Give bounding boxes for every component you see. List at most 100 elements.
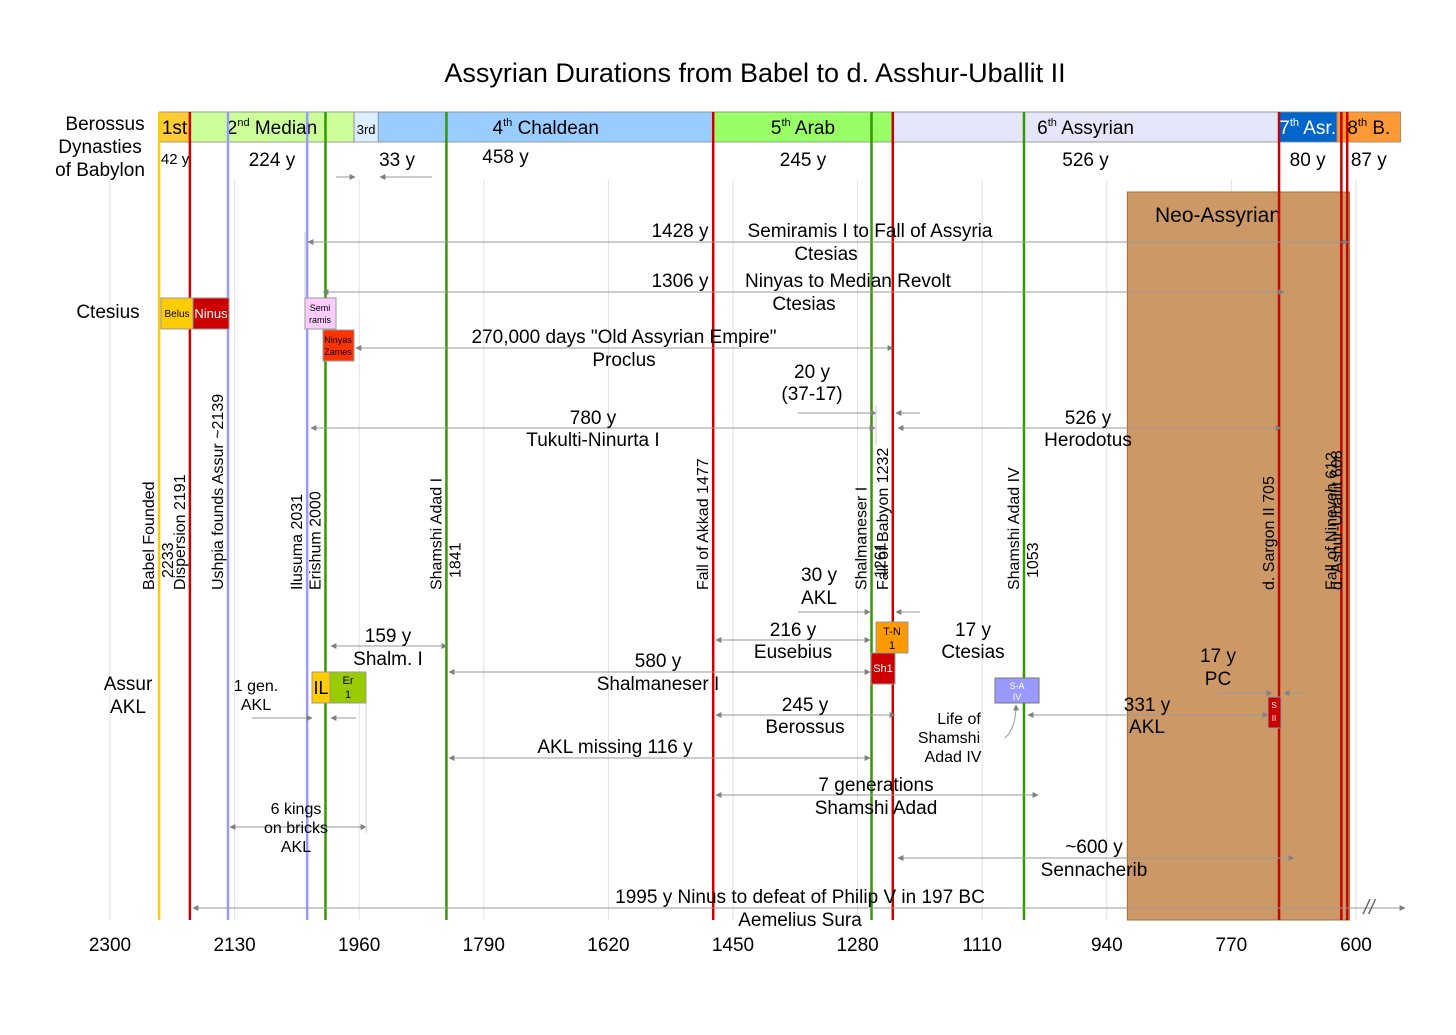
event-year-label: 2233: [160, 542, 177, 578]
box-ninyas-line2: Zames: [324, 347, 352, 357]
tick-label: 2130: [213, 935, 255, 956]
event-line-group: d. Sargon II 705: [1261, 112, 1281, 920]
event-line-group: Fall of Nineveh 612: [1323, 112, 1343, 920]
box-s2: [1267, 696, 1282, 729]
dynasty-label: 1st: [162, 118, 188, 139]
tick-label: 1790: [463, 935, 505, 956]
semiramis-source: Ctesias: [794, 244, 857, 265]
tick-label: 600: [1340, 935, 1372, 956]
box-belus: [160, 297, 194, 330]
ninyas-desc: Ninyas to Median Revolt: [745, 271, 952, 292]
herodotus-source: Herodotus: [1044, 430, 1132, 451]
event-label: Ilusuma 2031: [289, 494, 306, 590]
small-annotation-texts: 1 gen. AKL Life of Shamshi Adad IV 6 kin…: [234, 678, 982, 856]
semiramis-desc: Semiramis I to Fall of Assyria: [748, 221, 993, 242]
life-line1: Life of: [937, 711, 981, 728]
arrow-life: [1004, 704, 1019, 739]
eusebius-years: 216 y: [770, 620, 817, 641]
gen-source: AKL: [241, 697, 271, 714]
shalm159-source: Shalm. I: [353, 649, 423, 670]
tick-label: 1280: [836, 935, 878, 956]
dynasty-5: 5th Arab 245 y: [712, 111, 894, 171]
box-semiramis-line1: Semi: [310, 303, 331, 313]
philip-source: Aemelius Sura: [738, 910, 862, 931]
akl-missing: AKL missing 116 y: [537, 737, 693, 758]
dynasty-duration: 87 y: [1351, 150, 1387, 171]
event-line-group: Dispersion 2191: [172, 112, 192, 920]
tick-label: 1620: [587, 935, 629, 956]
neo-assyrian-label: Neo-Assyrian: [1155, 204, 1281, 227]
herodotus-years: 526 y: [1065, 408, 1112, 429]
shalm580-years: 580 y: [635, 651, 682, 672]
row-label-akl: AKL: [110, 697, 146, 718]
box-belus-label: Belus: [164, 309, 189, 320]
box-ninus: [192, 297, 230, 330]
sennacherib-years: ~600 y: [1065, 837, 1123, 858]
akl331-source: AKL: [1129, 717, 1165, 738]
philip-desc: 1995 y Ninus to defeat of Philip V in 19…: [615, 887, 985, 908]
dynasty-label: 2nd Median: [227, 117, 317, 139]
event-label: Fall of Nineveh 612: [1323, 452, 1340, 590]
event-label: Erishum 2000: [307, 491, 324, 590]
duration-arrows: [192, 174, 1406, 911]
six-kings-line2: on bricks: [264, 820, 328, 837]
event-line-group: Ushpia founds Assur ~2139: [210, 112, 230, 920]
dynasty-duration: 458 y: [482, 147, 529, 168]
pc17-years: 17 y: [1200, 646, 1236, 667]
box-ninyas-line1: Ninyas: [324, 335, 352, 345]
dynasty-duration: 42 y: [161, 151, 190, 168]
event-line-group: Babel Founded 2233: [141, 112, 177, 920]
seven-gen-years: 7 generations: [818, 775, 933, 796]
event-line-group: Shamshi Adad IV 1053: [1006, 112, 1042, 920]
event-year-label: 1261: [873, 542, 890, 578]
seven-gen-source: Shamshi Adad: [815, 798, 938, 819]
box-tn-line1: T-N: [883, 626, 901, 638]
dynasty-bar: [377, 111, 714, 143]
ctesias17-years: 17 y: [955, 620, 991, 641]
tick-label: 770: [1216, 935, 1248, 956]
row-label-berossus: Berossus: [65, 114, 144, 135]
berossus245-source: Berossus: [765, 717, 844, 738]
proclus-source: Proclus: [592, 350, 655, 371]
tick-label: 940: [1091, 935, 1123, 956]
dynasty-bar: [158, 111, 191, 143]
tukulti-years: 780 y: [570, 408, 617, 429]
dynasty-duration: 526 y: [1062, 150, 1109, 171]
dynasty-2: 2nd Median 224 y: [189, 111, 355, 171]
shalm159-years: 159 y: [365, 626, 412, 647]
box-er-line2: 1: [345, 689, 351, 701]
sennacherib-source: Sennacherib: [1041, 860, 1148, 881]
dynasty-7: 7th Asr. 80 y: [1277, 111, 1338, 171]
box-tn: [875, 621, 909, 654]
dynasty-label: 7th Asr.: [1279, 117, 1336, 139]
event-year-label: 1841: [447, 542, 464, 578]
box-ninus-label: Ninus: [194, 306, 228, 321]
box-er-line1: Er: [343, 675, 354, 687]
event-label: Dispersion 2191: [172, 474, 189, 590]
row-label-of-babylon: of Babylon: [55, 160, 145, 181]
dynasty-label: 6th Assyrian: [1037, 117, 1134, 139]
tick-label: 1110: [962, 935, 1001, 956]
six-kings-line1: 6 kings: [271, 801, 322, 818]
akl331-years: 331 y: [1124, 695, 1171, 716]
dynasty-label: 4th Chaldean: [493, 117, 599, 139]
event-line-group: Fall of Akkad 1477: [695, 112, 715, 920]
tick-label: 1960: [338, 935, 380, 956]
event-label: Shalmaneser I: [854, 487, 871, 590]
row-label-dynasties: Dynasties: [58, 137, 141, 158]
event-label: Shamshi Adad I: [428, 478, 445, 590]
event-label: d. Ashur-Uballit 608: [1329, 450, 1346, 590]
event-line-group: Shamshi Adad I 1841: [428, 112, 464, 920]
ctesius-boxes: Belus Ninus Semi ramis Ninyas Zames: [160, 297, 355, 362]
dynasty-bar: [353, 111, 379, 143]
assur-boxes: IL Er 1 T-N 1 Sh1 S-A IV S II: [311, 621, 1282, 729]
box-semiramis-line2: ramis: [309, 315, 331, 325]
dynasty-4: 4th Chaldean 458 y: [377, 111, 714, 168]
ctesias17-source: Ctesias: [941, 642, 1004, 663]
dynasty-label: 8th B.: [1347, 117, 1390, 139]
event-line-group: Shalmaneser I 1261: [854, 112, 890, 920]
box-sh1-label: Sh1: [873, 663, 893, 675]
